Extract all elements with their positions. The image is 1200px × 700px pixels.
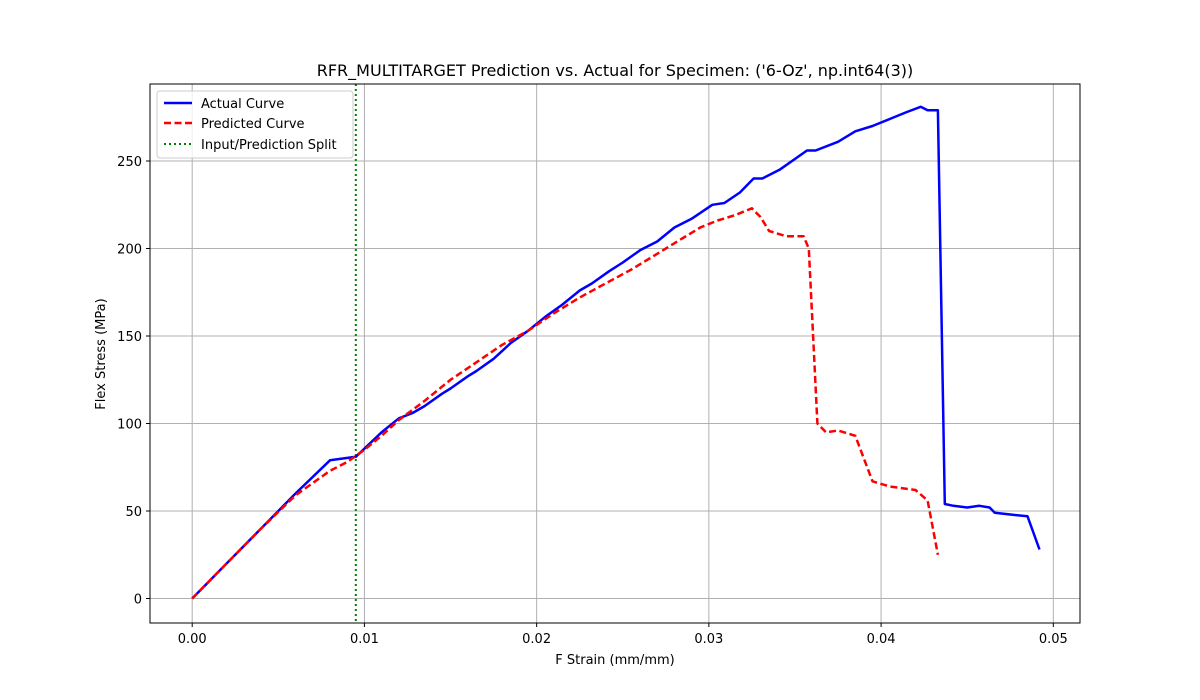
x-tick-label: 0.01	[350, 632, 379, 647]
x-tick-label: 0.02	[522, 632, 551, 647]
legend: Actual Curve Predicted Curve Input/Predi…	[156, 90, 354, 159]
x-tick-label: 0.00	[178, 632, 207, 647]
y-axis-label: Flex Stress (MPa)	[94, 298, 109, 409]
chart-title: RFR_MULTITARGET Prediction vs. Actual fo…	[317, 61, 914, 81]
y-tick-label: 200	[117, 243, 142, 258]
actual-curve-line	[191, 105, 1041, 600]
axis-ticks: 0.00 0.01 0.02 0.03 0.04 0.05 0 50 100 150 200 250	[117, 155, 1068, 647]
x-tick-label: 0.05	[1039, 632, 1068, 647]
plot-area	[191, 84, 1041, 623]
x-axis-label: F Strain (mm/mm)	[555, 653, 674, 668]
legend-split-label: Input/Prediction Split	[201, 138, 337, 153]
predicted-curve-line	[191, 207, 940, 600]
axes-frame	[149, 83, 1081, 624]
legend-box	[156, 90, 354, 159]
y-tick-label: 0	[134, 593, 142, 608]
y-tick-label: 50	[125, 505, 142, 520]
y-tick-label: 100	[117, 418, 142, 433]
y-tick-label: 150	[117, 330, 142, 345]
x-tick-label: 0.03	[694, 632, 723, 647]
grid	[150, 84, 1080, 623]
x-tick-label: 0.04	[867, 632, 896, 647]
legend-actual-label: Actual Curve	[201, 97, 284, 112]
legend-predicted-label: Predicted Curve	[201, 117, 305, 132]
y-tick-label: 250	[117, 155, 142, 170]
